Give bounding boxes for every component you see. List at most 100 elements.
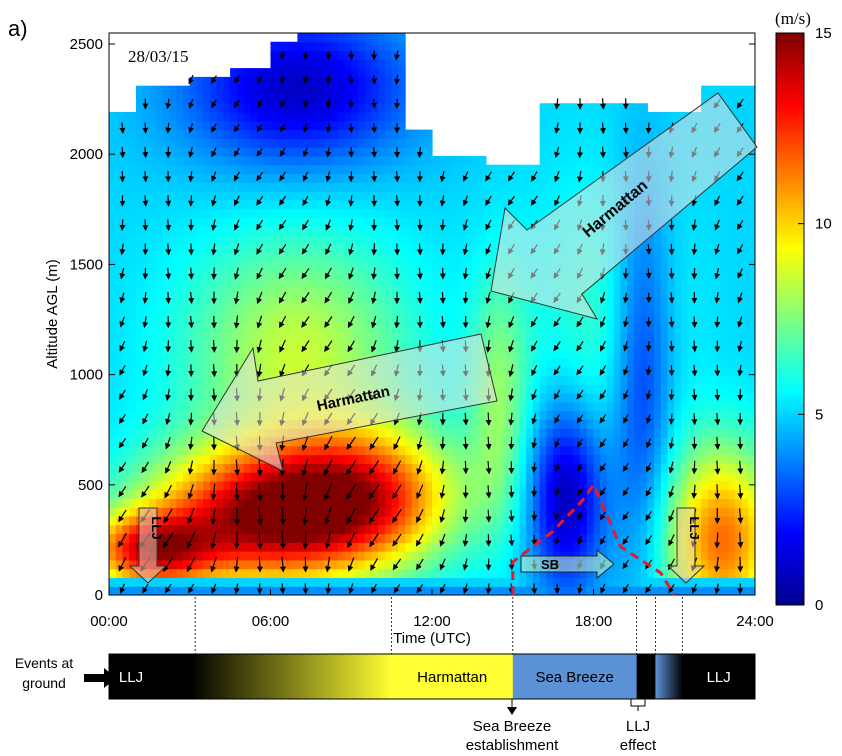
- heatmap-cell: [492, 533, 500, 543]
- heatmap-cell: [304, 252, 312, 262]
- heatmap-cell: [297, 568, 305, 579]
- heatmap-cell: [418, 568, 426, 579]
- heatmap-cell: [452, 191, 460, 201]
- heatmap-cell: [526, 454, 534, 464]
- heatmap-cell: [667, 454, 675, 464]
- heatmap-cell: [391, 59, 399, 69]
- heatmap-cell: [189, 261, 198, 271]
- heatmap-cell: [371, 112, 379, 122]
- heatmap-cell: [364, 331, 373, 341]
- heatmap-cell: [310, 41, 319, 52]
- heatmap-cell: [331, 507, 339, 517]
- heatmap-cell: [479, 401, 487, 412]
- heatmap-cell: [109, 155, 117, 166]
- heatmap-cell: [135, 366, 144, 377]
- heatmap-cell: [277, 357, 285, 368]
- heatmap-cell: [297, 357, 305, 368]
- heatmap-cell: [613, 524, 622, 535]
- heatmap-cell: [297, 50, 305, 60]
- heatmap-cell: [196, 138, 204, 148]
- heatmap-cell: [304, 340, 312, 350]
- heatmap-cell: [371, 428, 379, 438]
- heatmap-cell: [142, 199, 150, 210]
- heatmap-cell: [654, 261, 662, 271]
- heatmap-cell: [633, 419, 642, 429]
- heatmap-cell: [580, 147, 588, 157]
- heatmap-cell: [216, 155, 224, 166]
- heatmap-cell: [687, 472, 696, 482]
- heatmap-cell: [142, 410, 150, 420]
- heatmap-cell: [290, 234, 299, 245]
- heatmap-cell: [331, 85, 339, 96]
- heatmap-cell: [580, 480, 588, 491]
- heatmap-cell: [445, 524, 453, 535]
- heatmap-cell: [458, 428, 467, 438]
- heatmap-cell: [270, 542, 278, 552]
- heatmap-cell: [566, 164, 574, 175]
- heatmap-cell: [277, 94, 285, 104]
- heatmap-cell: [378, 50, 386, 60]
- heatmap-cell: [317, 208, 325, 219]
- heatmap-cell: [418, 305, 426, 315]
- heatmap-cell: [331, 314, 339, 324]
- heatmap-cell: [203, 480, 211, 491]
- heatmap-cell: [129, 252, 137, 262]
- heatmap-cell: [257, 568, 265, 579]
- heatmap-cell: [640, 542, 648, 552]
- heatmap-cell: [378, 147, 386, 157]
- heatmap-cell: [250, 85, 258, 96]
- heatmap-cell: [129, 287, 137, 298]
- heatmap-cell: [519, 454, 527, 464]
- heatmap-cell: [156, 234, 164, 245]
- heatmap-cell: [506, 480, 514, 491]
- heatmap-cell: [351, 559, 359, 570]
- heatmap-cell: [243, 331, 251, 341]
- heatmap-cell: [539, 384, 547, 394]
- heatmap-cell: [129, 472, 137, 482]
- heatmap-cell: [203, 305, 211, 315]
- heatmap-cell: [445, 270, 453, 280]
- heatmap-cell: [162, 182, 171, 192]
- heatmap-cell: [371, 191, 379, 201]
- heatmap-cell: [290, 94, 299, 104]
- heatmap-cell: [499, 489, 507, 500]
- heatmap-cell: [526, 173, 534, 183]
- heatmap-cell: [654, 234, 662, 245]
- heatmap-cell: [411, 463, 420, 473]
- heatmap-cell: [499, 515, 507, 526]
- heatmap-cell: [209, 252, 218, 262]
- heatmap-cell: [506, 384, 514, 394]
- heatmap-cell: [445, 559, 453, 570]
- heatmap-cell: [546, 542, 554, 552]
- heatmap-cell: [223, 94, 231, 104]
- heatmap-cell: [667, 331, 675, 341]
- heatmap-cell: [357, 296, 366, 306]
- heatmap-cell: [243, 498, 251, 508]
- heatmap-cell: [223, 542, 231, 552]
- heatmap-cell: [512, 375, 521, 385]
- heatmap-cell: [331, 340, 339, 350]
- heatmap-cell: [310, 463, 319, 473]
- heatmap-cell: [149, 226, 157, 236]
- heatmap-cell: [479, 270, 487, 280]
- heatmap-cell: [546, 489, 554, 500]
- heatmap-cell: [230, 199, 238, 210]
- heatmap-cell: [297, 480, 305, 491]
- heatmap-cell: [519, 419, 527, 429]
- heatmap-cell: [230, 314, 238, 324]
- heatmap-cell: [499, 393, 507, 403]
- heatmap-cell: [183, 138, 191, 148]
- heatmap-cell: [250, 524, 258, 535]
- heatmap-cell: [378, 314, 386, 324]
- heatmap-cell: [506, 340, 514, 350]
- heatmap-cell: [532, 375, 541, 385]
- heatmap-cell: [479, 463, 487, 473]
- heatmap-cell: [384, 155, 393, 166]
- heatmap-cell: [687, 322, 696, 333]
- heatmap-cell: [183, 586, 191, 595]
- heatmap-cell: [600, 375, 608, 385]
- heatmap-cell: [216, 243, 224, 254]
- heatmap-cell: [169, 234, 177, 245]
- heatmap-cell: [344, 349, 352, 359]
- heatmap-cell: [640, 296, 648, 306]
